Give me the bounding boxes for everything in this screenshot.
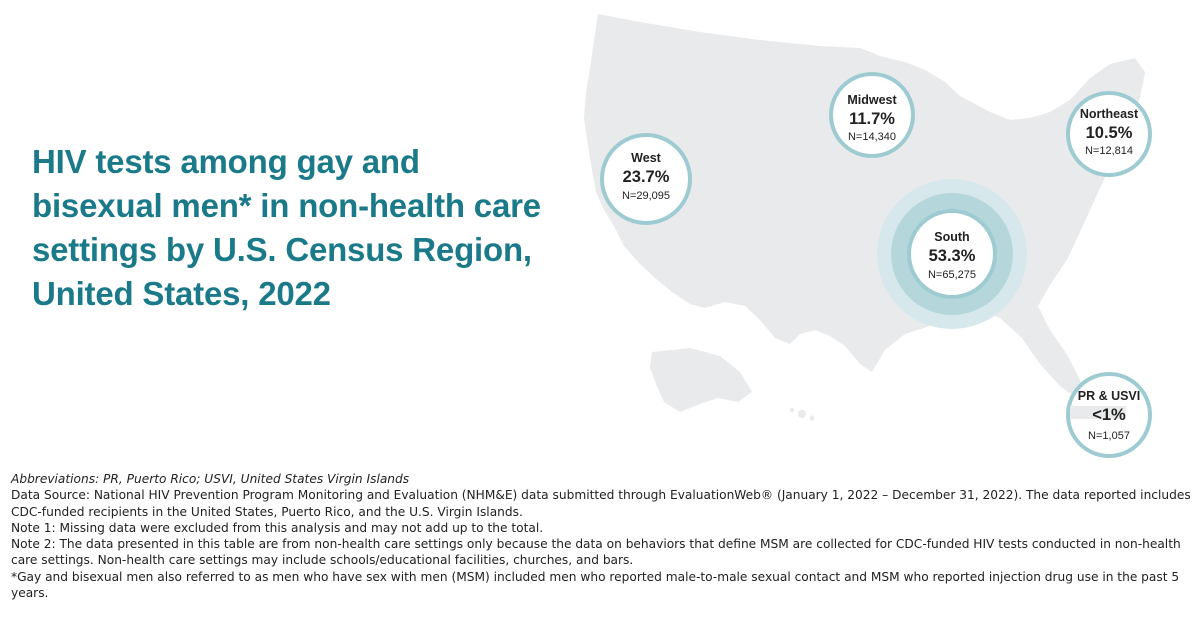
region-midwest-n: N=14,340 [848,131,896,143]
region-northeast-name: Northeast [1080,107,1139,121]
region-northeast-circle [1066,91,1152,177]
region-northeast: Northeast 10.5% N=12,814 [1066,91,1152,177]
region-west-percent: 23.7% [623,168,670,186]
region-south-percent: 53.3% [929,247,976,265]
region-west: West 23.7% N=29,095 [600,133,692,225]
region-midwest-name: Midwest [847,93,897,107]
footnote-asterisk: *Gay and bisexual men also referred to a… [11,569,1180,601]
region-south-circle [907,209,997,299]
region-pr-usvi-percent: <1% [1092,406,1126,424]
region-pr-usvi-highlight [1070,406,1126,419]
footnote-data-source: Data Source: National HIV Prevention Pro… [11,488,1191,519]
region-midwest-circle [829,72,915,158]
region-pr-usvi-n: N=1,057 [1088,430,1130,442]
footnote-note-1: Note 1: Missing data were excluded from … [11,520,544,535]
region-northeast-percent: 10.5% [1086,124,1133,142]
region-midwest-percent: 11.7% [849,110,895,128]
footnote-abbreviations: Abbreviations: PR, Puerto Rico; USVI, Un… [11,472,410,486]
region-midwest: Midwest 11.7% N=14,340 [829,72,915,158]
region-west-circle [600,133,692,225]
region-south-name: South [934,230,969,244]
footnotes: Abbreviations: PR, Puerto Rico; USVI, Un… [11,471,1191,601]
region-northeast-n: N=12,814 [1085,145,1133,157]
region-pr-usvi-name: PR & USVI [1078,389,1141,403]
footnote-note-2: Note 2: The data presented in this table… [11,537,1181,568]
hawaii-shape [798,410,806,418]
region-south: South 53.3% N=65,275 [877,179,1027,329]
region-pr-usvi: PR & USVI <1% N=1,057 [1066,372,1152,458]
region-west-name: West [631,151,661,165]
region-south-n: N=65,275 [928,269,976,281]
region-west-n: N=29,095 [622,190,670,202]
alaska-shape [650,348,752,412]
page-title: HIV tests among gay and bisexual men* in… [32,143,541,312]
